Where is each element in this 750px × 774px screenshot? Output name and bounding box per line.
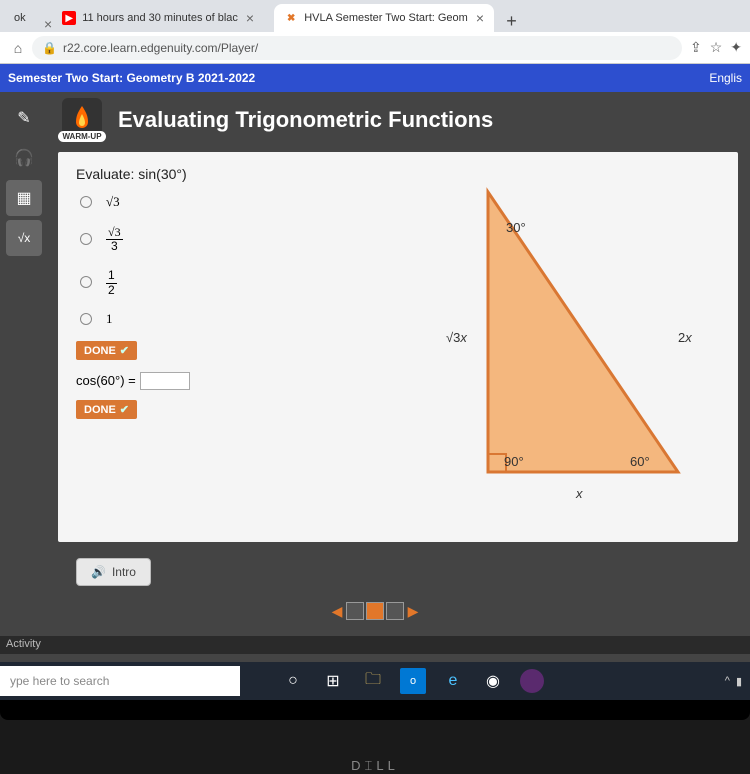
triangle-diagram: 30° 90° 60° √3x 2x x <box>408 172 708 512</box>
tray-chevron-icon[interactable]: ^ <box>725 675 730 687</box>
language-label[interactable]: Englis <box>709 71 742 85</box>
done-button-1[interactable]: DONE ✔ <box>76 341 137 360</box>
edgenuity-icon: ✖ <box>284 11 298 25</box>
cortana-icon[interactable]: ○ <box>280 668 306 694</box>
side-left: √3x <box>446 330 467 345</box>
radio-c[interactable] <box>80 276 92 288</box>
radio-d[interactable] <box>80 313 92 325</box>
app-icon[interactable] <box>520 669 544 693</box>
warmup-badge: WARM-UP <box>58 98 106 142</box>
tab-2-close[interactable]: × <box>246 10 254 26</box>
next-arrow[interactable]: ▶ <box>406 602 420 620</box>
side-bottom: x <box>575 486 583 501</box>
question-card: Evaluate: sin(30°) √3 √33 12 1 <box>58 152 738 542</box>
activity-label: Activity <box>0 636 750 654</box>
address-bar: ⌂ 🔒 r22.core.learn.edgenuity.com/Player/… <box>0 32 750 64</box>
option-b-bot: 3 <box>111 240 118 253</box>
angle-top: 30° <box>506 220 526 235</box>
calculator-icon[interactable]: ▦ <box>6 180 42 216</box>
radio-a[interactable] <box>80 196 92 208</box>
home-icon[interactable]: ⌂ <box>8 40 28 56</box>
warmup-label: WARM-UP <box>58 131 106 142</box>
prog-1[interactable] <box>346 602 364 620</box>
intro-label: Intro <box>112 565 136 579</box>
pencil-icon[interactable]: ✎ <box>6 100 42 136</box>
cos-label: cos(60°) = <box>76 373 136 388</box>
lock-icon: 🔒 <box>42 41 57 55</box>
lesson-header: WARM-UP Evaluating Trigonometric Functio… <box>58 96 738 144</box>
left-toolbar: ✎ 🎧 ▦ √x <box>0 92 48 700</box>
course-header: Semester Two Start: Geometry B 2021-2022… <box>0 64 750 92</box>
check-icon: ✔ <box>120 345 129 357</box>
tab-2[interactable]: ▶ 11 hours and 30 minutes of blac × <box>52 4 272 32</box>
puzzle-icon[interactable]: ✦ <box>730 39 742 56</box>
star-icon[interactable]: ☆ <box>710 39 723 56</box>
tab-3-label: HVLA Semester Two Start: Geom <box>304 12 468 24</box>
dell-logo: D⌶LL <box>351 758 399 774</box>
option-d-label: 1 <box>106 311 113 327</box>
tab-1[interactable]: ok <box>4 4 34 32</box>
option-c-bot: 2 <box>108 284 115 297</box>
radio-b[interactable] <box>80 233 92 245</box>
tab-1-label: ok <box>14 12 26 24</box>
done-button-2[interactable]: DONE ✔ <box>76 400 137 419</box>
intro-button[interactable]: 🔊 Intro <box>76 558 151 586</box>
side-right: 2x <box>678 330 692 345</box>
prog-3[interactable] <box>386 602 404 620</box>
prev-arrow[interactable]: ◀ <box>330 602 344 620</box>
tab-3[interactable]: ✖ HVLA Semester Two Start: Geom × <box>274 4 494 32</box>
tab-3-close[interactable]: × <box>476 10 484 26</box>
angle-bl: 90° <box>504 454 524 469</box>
url-field[interactable]: 🔒 r22.core.learn.edgenuity.com/Player/ <box>32 36 682 60</box>
cos-input[interactable] <box>140 372 190 390</box>
tab-2-label: 11 hours and 30 minutes of blac <box>82 12 238 24</box>
browser-tab-strip: ok × ▶ 11 hours and 30 minutes of blac ×… <box>0 0 750 32</box>
lesson-title: Evaluating Trigonometric Functions <box>118 107 493 133</box>
course-title: Semester Two Start: Geometry B 2021-2022 <box>8 71 255 85</box>
chrome-icon[interactable]: ◉ <box>480 668 506 694</box>
share-icon[interactable]: ⇪ <box>690 39 702 56</box>
explorer-icon[interactable]: 🗀 <box>360 668 386 694</box>
new-tab-button[interactable]: + <box>496 11 527 32</box>
angle-br: 60° <box>630 454 650 469</box>
search-placeholder: ype here to search <box>10 674 109 688</box>
option-b-top: √3 <box>106 226 123 240</box>
system-tray[interactable]: ^ ▮ <box>725 675 742 688</box>
youtube-icon: ▶ <box>62 11 76 25</box>
check-icon-2: ✔ <box>120 404 129 416</box>
outlook-icon[interactable]: o <box>400 668 426 694</box>
done-2-label: DONE <box>84 404 116 416</box>
battery-icon[interactable]: ▮ <box>736 675 742 688</box>
edge-icon[interactable]: e <box>440 668 466 694</box>
progress-strip: ◀ ▶ <box>330 602 420 620</box>
taskbar-search[interactable]: ype here to search <box>0 666 240 696</box>
taskview-icon[interactable]: ⊞ <box>320 668 346 694</box>
headphones-icon[interactable]: 🎧 <box>6 140 42 176</box>
windows-taskbar: ype here to search ○ ⊞ 🗀 o e ◉ ^ ▮ <box>0 662 750 700</box>
option-a-label: √3 <box>106 194 120 210</box>
speaker-icon: 🔊 <box>91 565 106 579</box>
done-1-label: DONE <box>84 345 116 357</box>
prog-2[interactable] <box>366 602 384 620</box>
tab-1-close[interactable]: × <box>44 16 52 32</box>
sqrt-tool-icon[interactable]: √x <box>6 220 42 256</box>
option-c-top: 1 <box>106 269 117 283</box>
url-text: r22.core.learn.edgenuity.com/Player/ <box>63 41 258 55</box>
